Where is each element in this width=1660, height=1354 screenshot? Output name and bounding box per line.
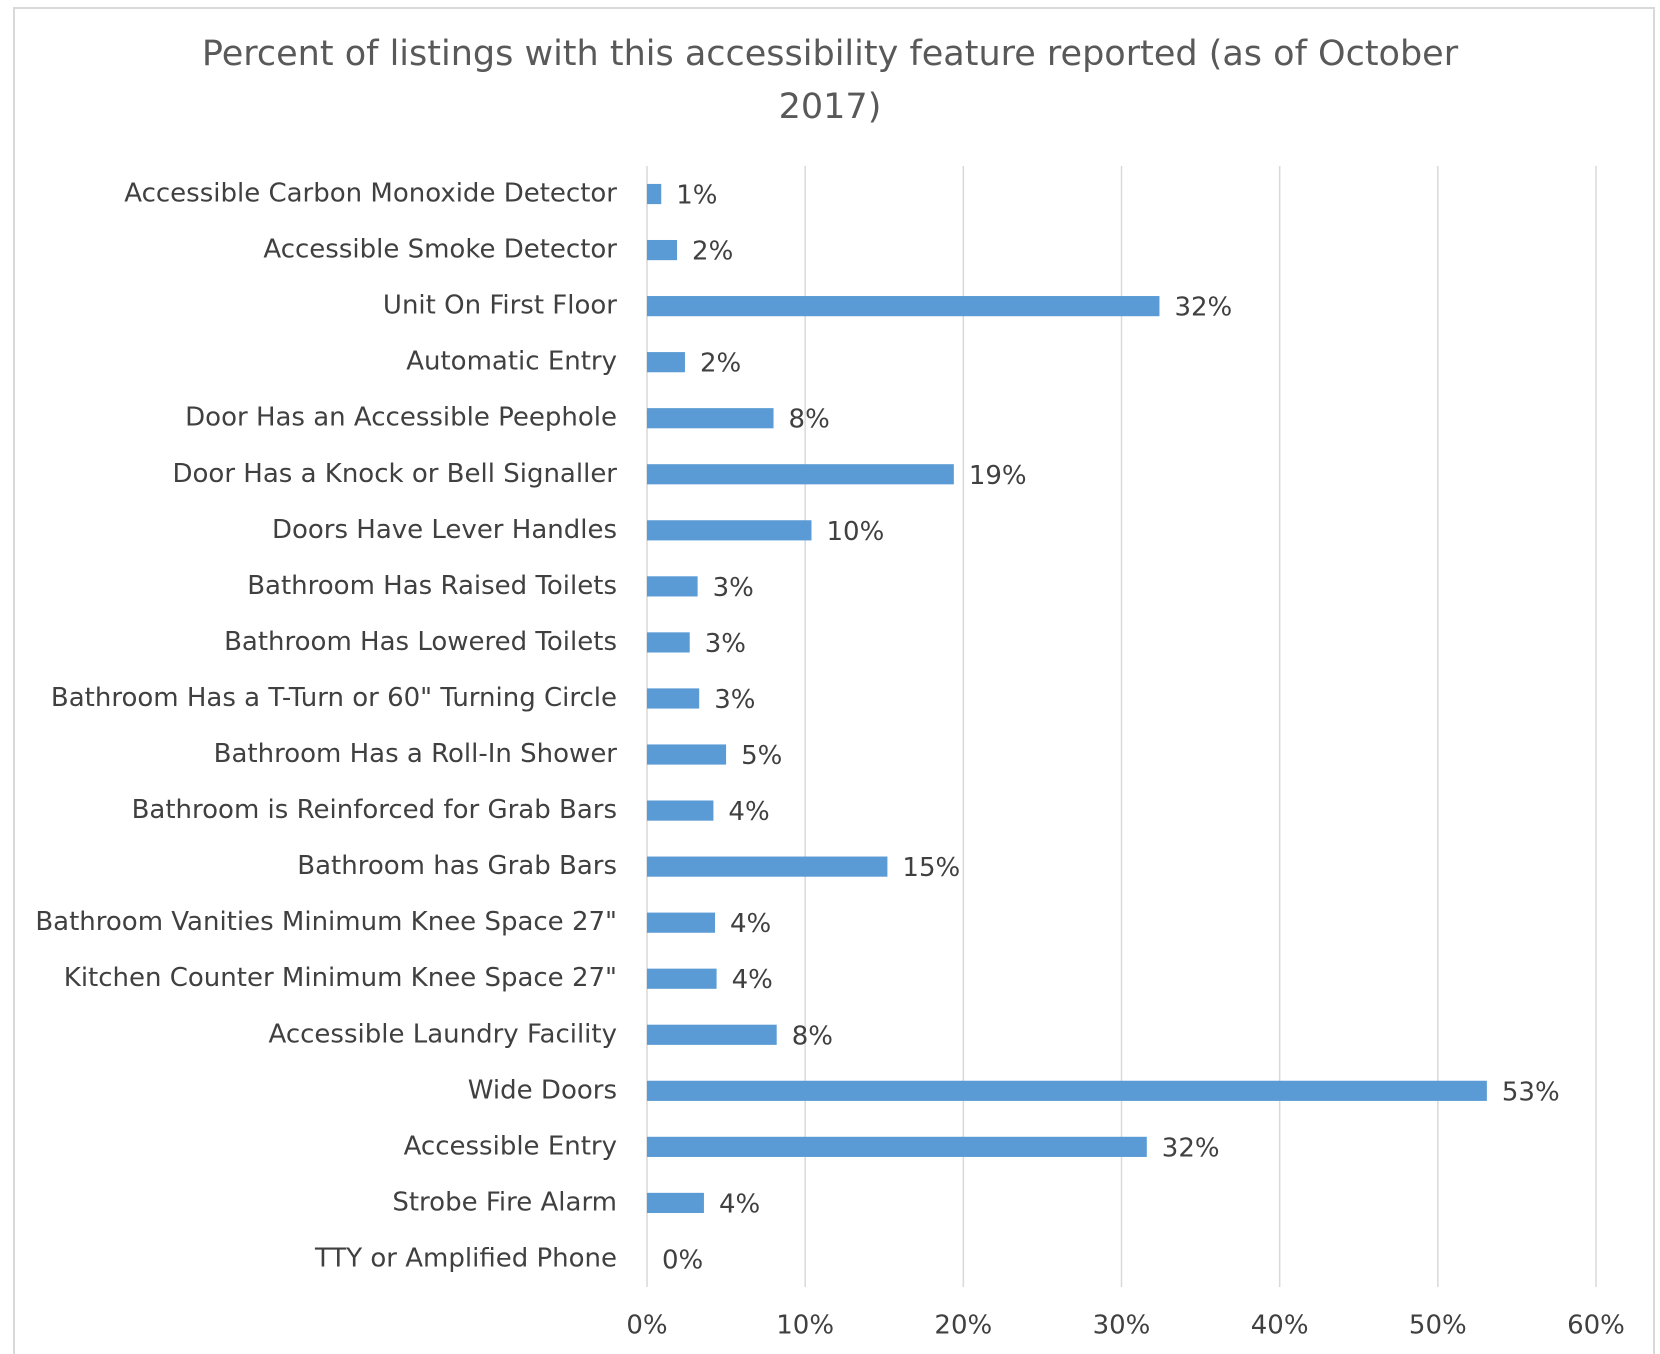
x-tick-label: 0% <box>626 1311 667 1341</box>
y-tick-label: Accessible Smoke Detector <box>263 235 617 265</box>
data-label: 4% <box>719 1189 760 1219</box>
data-label: 15% <box>902 853 960 883</box>
data-label: 5% <box>741 741 782 771</box>
bar <box>647 1024 777 1045</box>
bar <box>647 352 685 373</box>
bar <box>647 800 714 821</box>
x-tick-label: 60% <box>1567 1311 1625 1341</box>
y-tick-label: Door Has a Knock or Bell Signaller <box>172 459 617 489</box>
bar <box>647 1136 1147 1157</box>
data-label: 4% <box>730 909 771 939</box>
bar <box>647 968 717 989</box>
bar <box>647 632 690 653</box>
data-label: 8% <box>792 1021 833 1051</box>
y-tick-label: Bathroom Has a Roll-In Shower <box>214 739 618 769</box>
y-tick-label: Accessible Entry <box>404 1131 617 1161</box>
bar <box>647 520 812 541</box>
x-tick-label: 20% <box>934 1311 992 1341</box>
y-tick-label: Bathroom is Reinforced for Grab Bars <box>132 795 617 825</box>
y-tick-label: Automatic Entry <box>406 347 617 377</box>
y-tick-label: Wide Doors <box>468 1075 617 1105</box>
bar <box>647 183 662 205</box>
chart-border <box>13 7 1655 1354</box>
data-label: 3% <box>714 685 755 715</box>
x-tick-label: 50% <box>1409 1311 1467 1341</box>
x-tick-label: 40% <box>1251 1311 1309 1341</box>
y-tick-label: TTY or Amplified Phone <box>314 1243 617 1273</box>
chart-title: Percent of listings with this accessibil… <box>201 34 1459 127</box>
bar <box>647 576 698 597</box>
y-tick-label: Accessible Laundry Facility <box>269 1019 618 1049</box>
data-label: 2% <box>692 237 733 267</box>
data-label: 4% <box>732 965 773 995</box>
data-label: 32% <box>1174 293 1232 323</box>
y-tick-label: Doors Have Lever Handles <box>272 515 617 545</box>
data-label: 3% <box>713 573 754 603</box>
bar <box>647 239 678 261</box>
x-tick-label: 30% <box>1093 1311 1151 1341</box>
y-tick-label: Bathroom Has Lowered Toilets <box>224 627 617 657</box>
bar <box>647 856 888 877</box>
bar <box>647 744 727 765</box>
y-tick-label: Kitchen Counter Minimum Knee Space 27" <box>64 963 617 993</box>
y-tick-label: Bathroom Has a T-Turn or 60" Turning Cir… <box>51 683 617 713</box>
y-tick-label: Unit On First Floor <box>383 291 617 321</box>
y-tick-label: Bathroom Vanities Minimum Knee Space 27" <box>35 907 617 937</box>
bar <box>647 912 716 933</box>
y-tick-label: Accessible Carbon Monoxide Detector <box>124 179 617 209</box>
data-label: 19% <box>969 461 1027 491</box>
data-label: 53% <box>1502 1077 1560 1107</box>
bar <box>647 464 954 485</box>
y-tick-label: Bathroom Has Raised Toilets <box>247 571 617 601</box>
data-label: 32% <box>1162 1133 1220 1163</box>
data-label: 4% <box>728 797 769 827</box>
data-label: 1% <box>676 181 717 211</box>
data-label: 10% <box>826 517 884 547</box>
y-tick-label: Bathroom has Grab Bars <box>297 851 617 881</box>
y-tick-label: Door Has an Accessible Peephole <box>185 403 617 433</box>
bar <box>647 1080 1487 1101</box>
bar <box>647 296 1160 317</box>
data-label: 3% <box>705 629 746 659</box>
data-label: 0% <box>662 1245 703 1275</box>
data-label: 2% <box>700 349 741 379</box>
bar <box>647 688 700 709</box>
bar <box>647 408 774 429</box>
data-label: 8% <box>789 405 830 435</box>
x-tick-label: 10% <box>776 1311 834 1341</box>
y-tick-label: Strobe Fire Alarm <box>392 1187 617 1217</box>
bar <box>647 1192 704 1214</box>
